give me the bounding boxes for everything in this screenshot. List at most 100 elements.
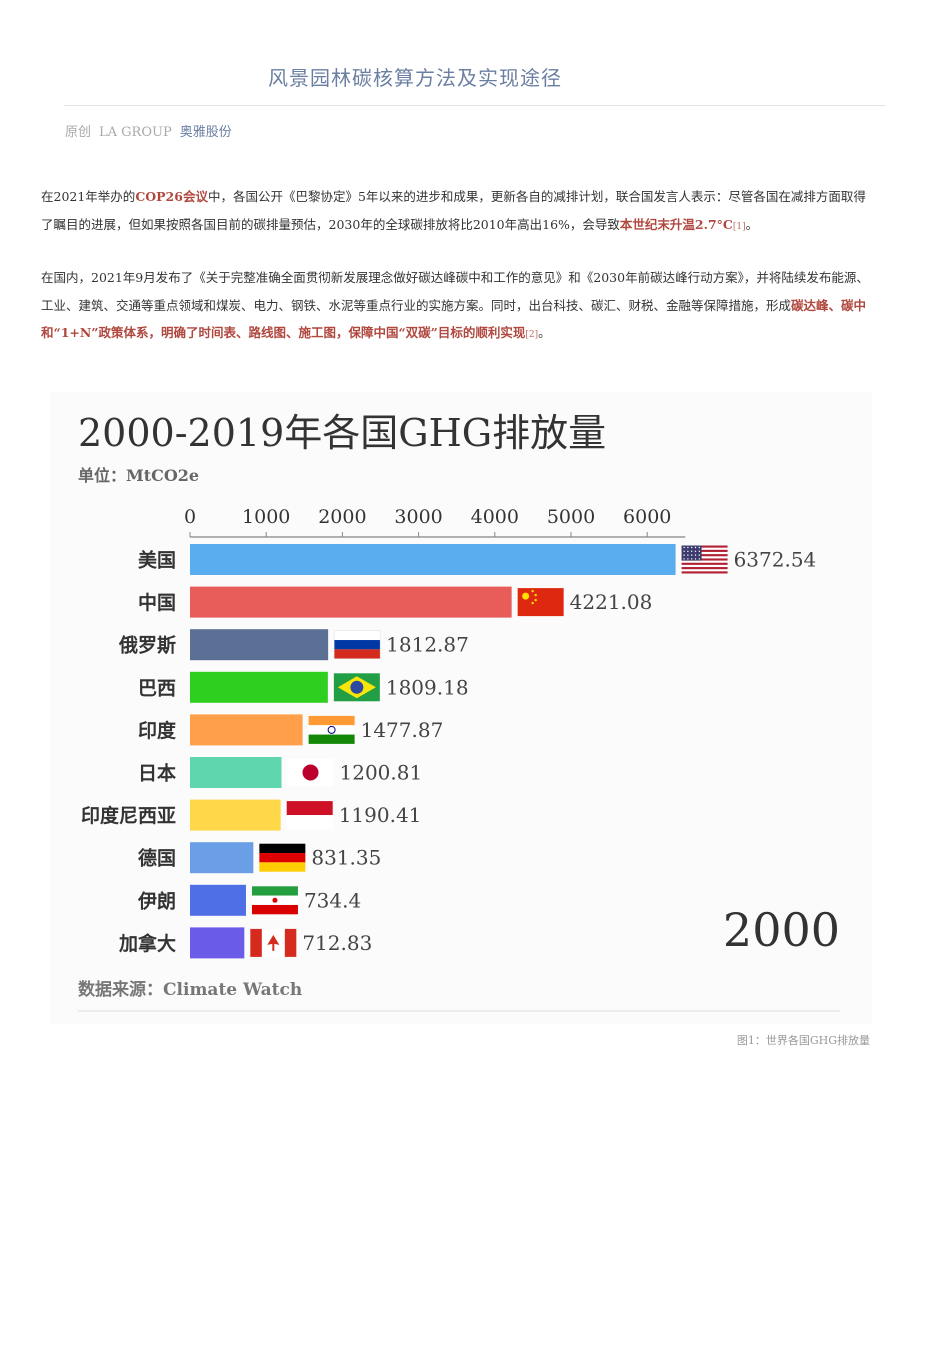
chart-subtitle: 单位：MtCO2e bbox=[78, 466, 199, 485]
flag-star bbox=[698, 546, 700, 549]
flag-star bbox=[683, 550, 685, 552]
flag-star bbox=[683, 558, 685, 560]
paragraph-domestic: 在国内，2021年9月发布了《关于完整准确全面贯彻新发展理念做好碳达峰碳中和工作… bbox=[41, 264, 871, 350]
bar bbox=[190, 799, 281, 831]
category-label: 印度尼西亚 bbox=[81, 804, 176, 827]
flag-star bbox=[694, 546, 697, 549]
paragraph-cop26: 在2021年举办的COP26会议中，各国公开《巴黎协定》5年以来的进步和成果，更… bbox=[41, 183, 871, 241]
bar bbox=[190, 927, 245, 959]
flag-part bbox=[284, 928, 297, 957]
x-tick-label: 6000 bbox=[623, 506, 671, 528]
flag-globe bbox=[350, 680, 364, 694]
chart-title: 2000-2019年各国GHG排放量 bbox=[78, 411, 606, 455]
x-tick-label: 0 bbox=[184, 506, 196, 528]
bar bbox=[190, 586, 512, 618]
value-label: 734.4 bbox=[304, 888, 361, 912]
russia-flag-icon bbox=[333, 630, 381, 659]
value-label: 1190.41 bbox=[339, 803, 422, 827]
flag-part bbox=[681, 545, 702, 561]
flag-star bbox=[698, 554, 700, 556]
flag-chakra bbox=[327, 725, 336, 734]
original-tag: 原创 bbox=[65, 125, 92, 140]
value-label: 1809.18 bbox=[386, 675, 469, 699]
category-label: 日本 bbox=[138, 762, 176, 785]
x-tick-label: 4000 bbox=[471, 506, 519, 528]
author-link[interactable]: LA GROUP bbox=[99, 125, 172, 140]
ghg-emissions-chart: 2000-2019年各国GHG排放量单位：MtCO2e 0 1000 2000 3000… bbox=[50, 392, 872, 1024]
flag-star bbox=[683, 546, 685, 549]
category-label: 印度 bbox=[138, 719, 177, 742]
flag-part bbox=[286, 801, 333, 816]
p2-text-c: 。 bbox=[538, 325, 551, 340]
p2-text-a: 在国内，2021年9月发布了《关于完整准确全面贯彻新发展理念做好碳达峰碳中和工作… bbox=[41, 270, 869, 313]
x-tick-label: 3000 bbox=[394, 506, 442, 528]
category-label: 俄罗斯 bbox=[118, 634, 176, 657]
bar bbox=[190, 629, 329, 661]
india-flag-icon bbox=[308, 715, 355, 744]
bar bbox=[190, 714, 303, 746]
category-label: 伊朗 bbox=[137, 889, 176, 912]
title-divider bbox=[64, 105, 885, 106]
reference-2-link[interactable]: [2] bbox=[525, 330, 539, 340]
flag-star bbox=[531, 589, 534, 593]
flag-part bbox=[259, 843, 306, 854]
flag-star bbox=[698, 558, 700, 560]
chart-source: 数据来源：Climate Watch bbox=[78, 979, 302, 1000]
flag-star bbox=[534, 593, 537, 597]
flag-star bbox=[687, 554, 689, 556]
article-title: 风景园林碳核算方法及实现途径 bbox=[268, 66, 562, 90]
indonesia-flag-icon bbox=[286, 801, 333, 830]
flag-part bbox=[681, 545, 728, 548]
figure-caption: 图1：世界各国GHG排放量 bbox=[736, 1034, 870, 1047]
p1-text-a: 在2021年举办的 bbox=[41, 189, 136, 204]
bar bbox=[190, 544, 676, 575]
brazil-flag-icon bbox=[333, 673, 380, 702]
flag-part bbox=[250, 928, 262, 957]
value-label: 1812.87 bbox=[386, 633, 469, 657]
value-label: 4221.08 bbox=[570, 590, 653, 614]
japan-flag-icon bbox=[287, 758, 334, 787]
flag-part bbox=[308, 734, 355, 744]
flag-sun bbox=[302, 764, 319, 781]
flag-part bbox=[259, 853, 306, 863]
value-label: 712.83 bbox=[302, 931, 372, 955]
flag-part bbox=[286, 815, 333, 830]
flag-star bbox=[534, 598, 537, 602]
value-label: 1477.87 bbox=[361, 718, 444, 742]
canada-flag-icon bbox=[250, 928, 297, 957]
flag-border bbox=[333, 630, 381, 659]
flag-star bbox=[687, 546, 689, 549]
flag-part bbox=[517, 588, 564, 617]
category-label: 巴西 bbox=[138, 677, 176, 699]
flag-star bbox=[690, 546, 693, 549]
p1-highlight-cop26: COP26会议 bbox=[135, 189, 208, 204]
flag-star bbox=[694, 558, 697, 560]
flag-part bbox=[308, 715, 355, 726]
value-label: 831.35 bbox=[311, 846, 381, 870]
account-link[interactable]: 奥雅股份 bbox=[179, 125, 232, 140]
flag-part bbox=[681, 567, 728, 570]
flag-part bbox=[259, 862, 306, 872]
usa-flag-icon bbox=[681, 545, 728, 574]
flag-star bbox=[694, 550, 697, 552]
flag-part bbox=[681, 558, 728, 561]
flag-star bbox=[687, 550, 689, 552]
china-flag-icon bbox=[517, 588, 564, 617]
flag-star bbox=[698, 550, 700, 552]
x-tick-label: 2000 bbox=[318, 506, 366, 528]
flag-star bbox=[531, 601, 534, 605]
flag-star bbox=[687, 558, 689, 560]
article-meta: 原创 LA GROUP 奥雅股份 bbox=[65, 121, 232, 140]
flag-star bbox=[690, 550, 693, 552]
bar bbox=[190, 757, 282, 788]
value-label: 6372.54 bbox=[734, 548, 817, 572]
flag-part bbox=[681, 549, 728, 552]
flag-part bbox=[334, 649, 381, 659]
x-tick-label: 1000 bbox=[242, 506, 290, 528]
germany-flag-icon bbox=[259, 843, 306, 872]
flag-part bbox=[308, 725, 355, 735]
p1-text-e: 。 bbox=[745, 216, 759, 232]
reference-1-link[interactable]: [1] bbox=[732, 221, 746, 232]
bar bbox=[190, 842, 254, 874]
